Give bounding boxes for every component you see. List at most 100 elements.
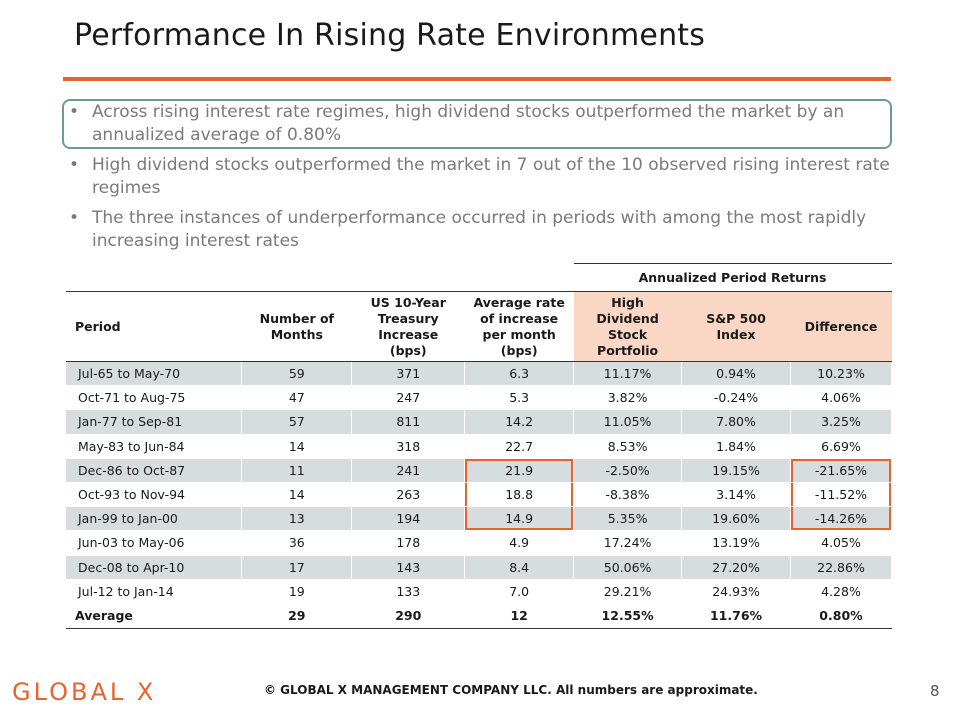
cell-months: 17 [241,555,353,580]
cell-sp500: 11.76% [681,602,791,629]
cell-avg-rate: 7.0 [464,579,575,604]
table-row: Jan-77 to Sep-81 57 811 14.2 11.05% 7.80… [66,409,893,435]
bullet-list: • Across rising interest rate regimes, h… [62,99,892,260]
cell-sp500: 1.84% [681,434,791,459]
bullet-text: High dividend stocks outperformed the ma… [92,155,890,198]
table-row: Jul-12 to Jan-14 19 133 7.0 29.21% 24.93… [66,579,893,604]
bullet-dot-icon: • [69,155,80,175]
header-period: Period [66,291,242,362]
table-row-average: Average 29 290 12 12.55% 11.76% 0.80% [66,602,893,629]
cell-high-div: -8.38% [573,482,683,508]
cell-treasury: 247 [351,385,466,411]
cell-period: Dec-08 to Apr-10 [66,555,243,580]
cell-period: May-83 to Jun-84 [66,434,243,459]
table-row: Jul-65 to May-70 59 371 6.3 11.17% 0.94%… [66,361,893,387]
performance-table: Annualized Period Returns Period Number … [66,263,893,629]
cell-avg-rate: 5.3 [464,385,575,411]
cell-months: 13 [241,506,353,532]
title-divider [63,77,891,81]
bullet-item-highlighted: • Across rising interest rate regimes, h… [62,99,892,149]
cell-difference: 22.86% [790,555,893,580]
cell-treasury: 811 [351,409,466,435]
cell-sp500: 24.93% [681,579,791,604]
header-high-dividend: High Dividend Stock Portfolio [573,291,682,362]
page-number: 8 [930,682,940,700]
bullet-dot-icon: • [69,102,80,122]
cell-months: 59 [241,361,353,387]
cell-months: 47 [241,385,353,411]
cell-avg-rate: 8.4 [464,555,575,580]
table-row: Oct-93 to Nov-94 14 263 18.8 -8.38% 3.14… [66,482,893,508]
cell-difference-highlighted: -21.65% [790,458,893,483]
cell-high-div: 29.21% [573,579,683,604]
cell-avg-rate-highlighted: 21.9 [464,458,575,483]
column-header-row: Period Number of Months US 10-Year Treasur… [66,291,892,362]
cell-period: Jul-12 to Jan-14 [66,579,243,604]
cell-months: 14 [241,434,353,459]
cell-period: Jun-03 to May-06 [66,530,243,556]
cell-difference-highlighted: -11.52% [790,482,893,508]
cell-avg-rate: 12 [464,602,575,629]
cell-avg-rate: 4.9 [464,530,575,556]
cell-period: Jan-99 to Jan-00 [66,506,243,532]
cell-avg-rate: 22.7 [464,434,575,459]
cell-treasury: 194 [351,506,466,532]
header-avg-rate: Average rate of increase per month (bps) [464,291,574,362]
table-row: Jun-03 to May-06 36 178 4.9 17.24% 13.19… [66,530,893,556]
cell-months: 11 [241,458,353,483]
cell-period: Average [66,602,243,629]
cell-difference: 0.80% [790,602,893,629]
header-difference: Difference [790,291,892,362]
cell-high-div: 11.05% [573,409,683,435]
global-x-logo: GLOBAL X [12,678,157,706]
footer-copyright: © GLOBAL X MANAGEMENT COMPANY LLC. All n… [264,683,758,697]
cell-difference: 6.69% [790,434,893,459]
cell-months: 19 [241,579,353,604]
cell-treasury: 318 [351,434,466,459]
cell-treasury: 143 [351,555,466,580]
cell-period: Jul-65 to May-70 [66,361,243,387]
cell-months: 36 [241,530,353,556]
cell-months: 57 [241,409,353,435]
cell-high-div: 8.53% [573,434,683,459]
bullet-text: Across rising interest rate regimes, hig… [92,102,845,145]
cell-months: 14 [241,482,353,508]
cell-difference: 3.25% [790,409,893,435]
bullet-item: • The three instances of underperformanc… [66,207,892,253]
table-row: Dec-86 to Oct-87 11 241 21.9 -2.50% 19.1… [66,458,893,483]
cell-sp500: -0.24% [681,385,791,411]
cell-treasury: 133 [351,579,466,604]
cell-sp500: 7.80% [681,409,791,435]
cell-treasury: 263 [351,482,466,508]
cell-treasury: 290 [351,602,466,629]
cell-period: Oct-93 to Nov-94 [66,482,243,508]
cell-difference: 10.23% [790,361,893,387]
table-row: May-83 to Jun-84 14 318 22.7 8.53% 1.84%… [66,434,893,459]
cell-treasury: 371 [351,361,466,387]
cell-months: 29 [241,602,353,629]
cell-sp500: 27.20% [681,555,791,580]
cell-sp500: 19.60% [681,506,791,532]
page-title: Performance In Rising Rate Environments [74,18,706,53]
cell-avg-rate: 14.2 [464,409,575,435]
cell-high-div: 17.24% [573,530,683,556]
cell-treasury: 178 [351,530,466,556]
cell-sp500: 13.19% [681,530,791,556]
cell-avg-rate-highlighted: 18.8 [464,482,575,508]
table-row: Jan-99 to Jan-00 13 194 14.9 5.35% 19.60… [66,506,893,532]
cell-high-div: 12.55% [573,602,683,629]
cell-sp500: 0.94% [681,361,791,387]
cell-sp500: 19.15% [681,458,791,483]
cell-high-div: 5.35% [573,506,683,532]
cell-difference-highlighted: -14.26% [790,506,893,532]
cell-period: Oct-71 to Aug-75 [66,385,243,411]
cell-avg-rate: 6.3 [464,361,575,387]
group-header-annualized-returns: Annualized Period Returns [573,263,892,292]
cell-sp500: 3.14% [681,482,791,508]
bullet-text: The three instances of underperformance … [92,208,867,251]
cell-high-div: 50.06% [573,555,683,580]
bullet-item: • High dividend stocks outperformed the … [66,154,892,200]
cell-high-div: 11.17% [573,361,683,387]
cell-treasury: 241 [351,458,466,483]
cell-period: Dec-86 to Oct-87 [66,458,243,483]
